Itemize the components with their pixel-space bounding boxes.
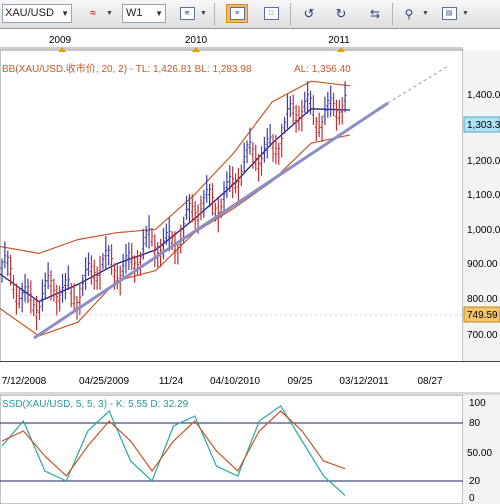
date-tick: 08/27 [417, 376, 442, 387]
candle-style-button[interactable]: □ [260, 4, 282, 23]
price-tick: 700.00 [467, 330, 498, 341]
date-axis-labels: 7/12/2008 04/25/2009 11/24 04/10/2010 09… [2, 376, 443, 387]
stoch-tick: 100 [469, 398, 486, 409]
stochastic-panel [0, 394, 464, 504]
chart-type-icon: ≋ [179, 7, 195, 20]
date-tick: 04/10/2010 [210, 376, 260, 387]
date-tick: 09/25 [287, 376, 312, 387]
symbol-select[interactable]: XAU/USD ▼ [2, 4, 72, 23]
date-tick: 7/12/2008 [2, 376, 47, 387]
stochastic-legend: SSD(XAU/USD, 5, 5, 3) - K: 5.55 D: 32.29 [2, 399, 189, 410]
chevron-down-icon[interactable]: ▼ [422, 10, 429, 17]
date-tick: 04/25/2009 [79, 376, 129, 387]
chevron-down-icon: ▼ [61, 9, 69, 18]
toolbar-divider [392, 3, 393, 25]
chart-settings-button[interactable]: ≈ [82, 4, 104, 23]
year-label: 2009 [49, 35, 72, 46]
year-marker-icon [58, 47, 66, 52]
panel-splitter[interactable] [0, 392, 500, 395]
year-label: 2011 [328, 35, 350, 46]
year-scale: 2009 2010 2011 [0, 35, 463, 52]
price-axis-labels: 1,400.00 1,200.00 1,100.00 1,000.00 900.… [467, 90, 500, 341]
al-legend: AL: 1,356.40 [294, 64, 351, 75]
bar-style-button[interactable]: ≡ [226, 4, 248, 23]
date-tick: 11/24 [159, 376, 184, 387]
current-price-tag [463, 116, 500, 133]
stochastic-axis [463, 395, 500, 504]
date-axis [0, 362, 500, 392]
zoom-out-icon: ↻ [335, 5, 347, 21]
year-marker-icon [337, 47, 345, 52]
zoom-in-button[interactable]: ↺ [298, 4, 320, 23]
chart-settings-icon: ≈ [90, 8, 96, 19]
stoch-tick: 20 [469, 476, 481, 487]
price-tick: 1,000.00 [467, 225, 500, 236]
stochastic-lines [1, 405, 346, 496]
year-label: 2010 [185, 35, 208, 46]
toolbar-divider [214, 3, 215, 25]
chevron-down-icon[interactable]: ▼ [200, 10, 207, 17]
year-marker-icon [192, 47, 200, 52]
zoom-out-button[interactable]: ↻ [330, 4, 352, 23]
price-tick: 1,200.00 [467, 156, 500, 167]
stoch-d-line [1, 410, 346, 477]
period-select[interactable]: W1 ▼ [122, 4, 166, 23]
price-tick: 800.00 [467, 294, 498, 305]
chevron-down-icon: ▼ [155, 9, 163, 18]
price-tick: 1,100.00 [467, 190, 500, 201]
chart-type-button[interactable]: ≋ [176, 4, 198, 23]
toolbar: XAU/USD ▼ ≈ ▼ W1 ▼ ≋ ▼ ≡ □ ↺ ↻ ⇆ ⚲ ▼ ▤ ▼ [0, 0, 500, 29]
indicators-icon: ▤ [441, 7, 457, 20]
toolbar-divider [290, 3, 291, 25]
bb-legend: BB(XAU/USD.收市价, 20, 2) - TL: 1,426.81 BL… [2, 62, 252, 75]
chevron-down-icon[interactable]: ▼ [462, 10, 469, 17]
marker-price-tag [463, 306, 500, 323]
period-value: W1 [126, 7, 143, 19]
price-tick: 900.00 [467, 259, 498, 270]
stoch-tick: 80 [469, 418, 481, 429]
chevron-down-icon[interactable]: ▼ [106, 10, 113, 17]
current-price: 1,303.3 [467, 120, 500, 131]
stoch-tick: 50.00 [467, 448, 492, 459]
stoch-tick: 0 [469, 493, 475, 504]
date-tick: 03/12/2011 [339, 376, 389, 387]
price-tick: 1,400.00 [467, 90, 500, 101]
indicators-button[interactable]: ▤ [438, 4, 460, 23]
price-bars [0, 81, 347, 331]
zoom-in-icon: ↺ [303, 5, 315, 21]
scroll-button[interactable]: ⇆ [364, 4, 386, 23]
magnifier-button[interactable]: ⚲ [398, 4, 420, 23]
symbol-value: XAU/USD [5, 7, 54, 19]
trend-line[interactable] [33, 101, 389, 340]
magnifier-icon: ⚲ [404, 6, 414, 21]
bar-style-icon: ≡ [229, 7, 245, 20]
scroll-icon: ⇆ [369, 6, 381, 21]
candle-style-icon: □ [263, 7, 279, 20]
marker-price: 749.59 [467, 310, 498, 321]
series-tl-line [0, 80, 351, 255]
